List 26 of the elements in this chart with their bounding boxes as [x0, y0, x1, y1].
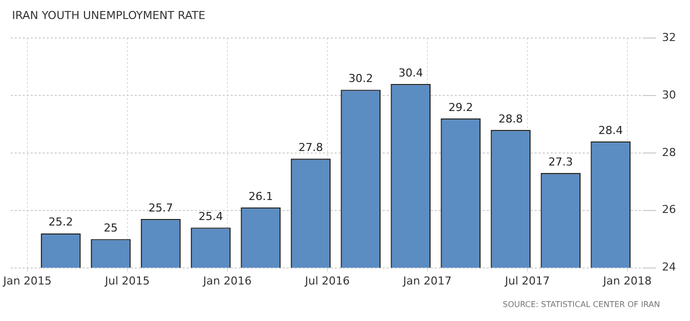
data-label: 29.2: [448, 100, 473, 114]
y-tick-label: 30: [662, 88, 676, 102]
y-tick-label: 28: [662, 146, 676, 159]
data-label: 25.4: [198, 210, 223, 223]
data-label: 28.4: [598, 124, 623, 137]
y-tick-label: 24: [662, 260, 676, 274]
x-tick-label: Jul 2017: [504, 274, 550, 288]
x-tick-label: Jan 2015: [2, 274, 52, 288]
data-label: 25.7: [148, 201, 173, 214]
x-tick-label: Jul 2015: [104, 274, 150, 288]
data-label: 27.3: [548, 155, 573, 168]
x-tick-label: Jan 2018: [602, 274, 652, 288]
chart-title: IRAN YOUTH UNEMPLOYMENT RATE: [12, 9, 206, 22]
y-tick-label: 32: [662, 30, 676, 44]
data-label: 25.2: [48, 216, 74, 229]
data-label: 28.8: [498, 112, 523, 126]
x-tick-label: Jan 2017: [402, 274, 452, 288]
x-tick-label: Jul 2016: [304, 274, 350, 288]
data-label: 30.4: [398, 66, 423, 80]
source-note: SOURCE: STATISTICAL CENTER OF IRAN: [502, 300, 660, 309]
y-tick-label: 26: [662, 203, 676, 216]
data-label: 27.8: [298, 141, 323, 154]
x-tick-label: Jan 2016: [202, 274, 252, 288]
data-label: 26.1: [248, 190, 273, 203]
data-label: 25: [104, 221, 118, 234]
data-label: 30.2: [348, 72, 373, 86]
